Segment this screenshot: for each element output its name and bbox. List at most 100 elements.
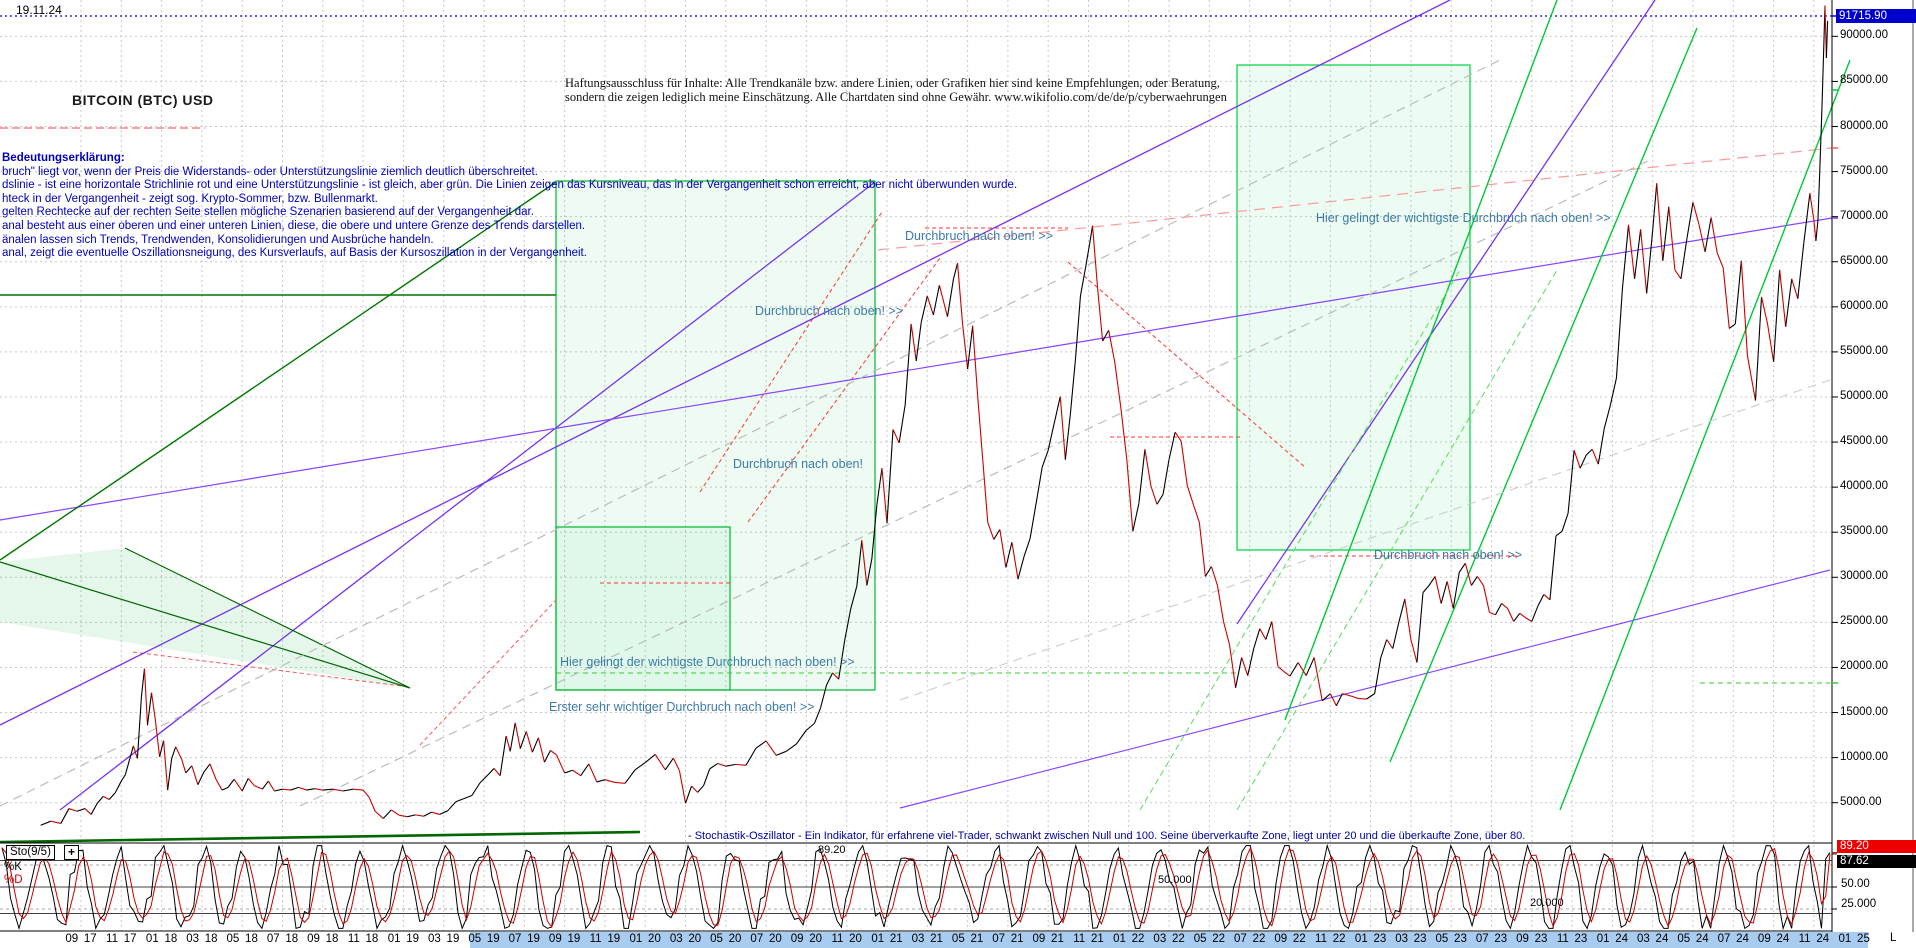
price-axis-label: 65000.00 [1840, 254, 1888, 267]
chart-annotation: Hier gelingt der wichtigste Durchbruch n… [1316, 211, 1611, 225]
stochastic-k-label: %K [4, 861, 22, 873]
date-axis-label: 09 18 [307, 933, 339, 945]
legend-line-1: bruch" liegt vor, wenn der Preis die Wid… [2, 165, 538, 178]
date-axis-label: 05 24 [1677, 933, 1709, 945]
chart-annotation: Durchbruch nach oben! >> [1374, 548, 1523, 562]
date-axis-label: 01 24 [1596, 933, 1629, 945]
oscillator-scale-label: 50.00 [1841, 878, 1870, 890]
chart-title: BITCOIN (BTC) USD [72, 92, 214, 108]
disclaimer-line-1: Haftungsausschluss für Inhalte: Alle Tre… [565, 76, 1220, 90]
date-axis-label: 05 21 [951, 933, 984, 945]
date-axis-label: 03 23 [1395, 933, 1427, 945]
price-axis-label: 80000.00 [1840, 119, 1888, 132]
date-axis-label: 09 23 [1516, 933, 1548, 945]
chart-annotation: Hier gelingt der wichtigste Durchbruch n… [560, 655, 855, 669]
date-axis-label: 09 21 [1032, 933, 1064, 945]
date-axis-label: 01 19 [387, 933, 420, 945]
price-axis-label: 70000.00 [1840, 209, 1888, 222]
price-axis-label: 85000.00 [1840, 74, 1888, 87]
date-axis-label: 09 24 [1757, 933, 1790, 945]
date-axis-label: 01 22 [1113, 933, 1145, 945]
price-axis-label: 35000.00 [1840, 525, 1888, 538]
legend-line-4: gelten Rechtecke auf der rechten Seite s… [2, 206, 534, 219]
date-axis-label: 03 22 [1153, 933, 1185, 945]
date-axis-label: 03 18 [186, 933, 218, 945]
disclaimer-text: Haftungsausschluss für Inhalte: Alle Tre… [565, 76, 1227, 104]
current-price-badge: 91715.90 [1836, 9, 1916, 23]
price-axis-label: 5000.00 [1840, 795, 1882, 808]
current-date-label: 19.11.24 [16, 3, 62, 17]
date-axis-label: 07 22 [1234, 933, 1266, 945]
date-axis-label: 03 20 [669, 933, 702, 945]
date-axis-label: 11 18 [347, 933, 379, 945]
date-axis-label: 05 22 [1193, 933, 1226, 945]
date-axis-label: 01 25 [1838, 933, 1870, 945]
price-axis-label: 15000.00 [1840, 705, 1888, 718]
chart-annotation: Durchbruch nach oben! >> [755, 304, 904, 318]
oscillator-inner-label: 50.000 [1158, 874, 1192, 886]
stochastic-d-value-badge: 87.62 [1837, 855, 1916, 868]
chart-annotation: Durchbruch nach oben! >> [905, 229, 1054, 243]
date-axis-label: 07 19 [508, 933, 540, 945]
date-axis-label: 11 21 [1073, 933, 1104, 945]
stochastic-d-label: %D [4, 874, 23, 886]
date-axis-label: 01 21 [871, 933, 903, 945]
chart-annotation: Durchbruch nach oben! [733, 457, 863, 471]
oscillator-inner-label: 89.20 [818, 844, 846, 856]
price-axis-label: 45000.00 [1840, 435, 1888, 448]
date-axis-label: 07 23 [1475, 933, 1508, 945]
oscillator-scale-label: 25.000 [1841, 898, 1877, 910]
oscillator-inner-label: 20.000 [1530, 897, 1564, 909]
legend-line-6: änalen lassen sich Trends, Trendwenden, … [2, 233, 434, 246]
stochastic-k-value-badge: 89.20 [1837, 840, 1916, 853]
date-axis-label: 01 23 [1354, 933, 1387, 945]
legend-line-5: anal besteht aus einer oberen und einer … [2, 219, 586, 232]
date-axis-label: 07 18 [266, 933, 299, 945]
price-axis-label: 55000.00 [1840, 344, 1888, 357]
price-axis-label: 20000.00 [1840, 660, 1888, 673]
date-axis-label: 11 22 [1315, 933, 1346, 945]
date-axis-label: 09 20 [790, 933, 823, 945]
date-axis-label: 09 22 [1274, 933, 1306, 945]
price-axis-label: 10000.00 [1840, 750, 1888, 763]
date-axis-label: 01 20 [629, 933, 661, 945]
disclaimer-line-2: sondern die zeigen lediglich meine Einsc… [565, 90, 1227, 104]
price-axis-label: 30000.00 [1840, 570, 1888, 583]
legend-line-3: hteck in der Vergangenheit - zeigt sog. … [2, 192, 378, 205]
date-axis-label: 07 20 [750, 933, 782, 945]
legend-line-2: dslinie - ist eine horizontale Strichlin… [2, 179, 1018, 192]
price-axis-label: 25000.00 [1840, 615, 1888, 628]
axis-trailing-mark: L [1890, 932, 1897, 944]
date-axis-label: 03 21 [911, 933, 943, 945]
date-axis: 09 17 11 17 01 18 03 18 05 18 07 18 09 18 11 18… [0, 932, 1916, 948]
date-axis-label: 05 20 [710, 933, 742, 945]
legend-line-7: anal, zeigt die eventuelle Oszillationsn… [2, 247, 587, 260]
date-axis-highlight [470, 932, 1868, 948]
date-axis-label: 05 23 [1435, 933, 1467, 945]
date-axis-label: 11 17 [106, 933, 137, 945]
date-axis-label: 07 21 [992, 933, 1024, 945]
date-axis-label: 09 19 [548, 933, 581, 945]
indicator-expand-button[interactable]: + [64, 845, 79, 860]
stochastic-indicator-label[interactable]: Sto(9/5) [6, 845, 55, 860]
date-axis-label: 09 17 [65, 933, 97, 945]
price-axis-label: 90000.00 [1840, 29, 1888, 42]
legend-heading: Bedeutungserklärung: [2, 152, 125, 164]
date-axis-label: 05 18 [226, 933, 258, 945]
price-axis-label: 60000.00 [1840, 299, 1888, 312]
date-axis-label: 01 18 [145, 933, 178, 945]
date-axis-label: 11 20 [831, 933, 862, 945]
price-axis-label: 75000.00 [1840, 164, 1888, 177]
date-axis-label: 03 24 [1637, 933, 1669, 945]
date-axis-label: 05 19 [468, 933, 500, 945]
date-axis-label: 11 19 [589, 933, 621, 945]
chart-annotation: Erster sehr wichtiger Durchbruch nach ob… [549, 700, 815, 714]
legend-explanation-block: Bedeutungserklärung: bruch" liegt vor, w… [2, 152, 1017, 261]
date-axis-label: 11 24 [1798, 933, 1830, 945]
chart-annotation: - Stochastik-Oszillator - Ein Indikator,… [688, 830, 1526, 842]
date-axis-label: 03 19 [428, 933, 460, 945]
date-axis-label: 07 24 [1717, 933, 1749, 945]
date-axis-label: 11 23 [1556, 933, 1588, 945]
